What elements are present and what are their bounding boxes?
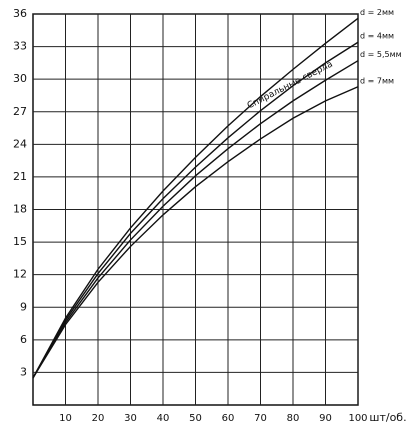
curve (32, 17, 359, 379)
y-tick-label: 9 (20, 300, 27, 313)
y-tick-label: 18 (13, 203, 27, 216)
y-tick-label: 6 (20, 333, 27, 346)
series-label: d = 2мм (360, 8, 394, 17)
x-tick-label: 70 (254, 413, 267, 424)
y-tick-label: 15 (13, 235, 27, 248)
x-tick-label: 40 (157, 413, 170, 424)
series-label: d = 7мм (360, 76, 394, 85)
y-tick-label: 33 (13, 40, 27, 53)
series-label: d = 4мм (360, 32, 394, 41)
x-tick-label: 10 (59, 413, 72, 424)
curve (32, 86, 359, 379)
y-tick-label: 30 (13, 72, 27, 85)
x-tick-label: 100 (348, 413, 367, 424)
y-tick-label: 3 (20, 365, 27, 378)
x-tick-label: 80 (287, 413, 300, 424)
y-tick-label: 12 (13, 268, 27, 281)
y-tick-label: 24 (13, 137, 27, 150)
x-tick-label: 90 (319, 413, 332, 424)
curve (32, 41, 359, 379)
x-tick-label: 30 (124, 413, 137, 424)
x-tick-label: 60 (222, 413, 235, 424)
curve (32, 60, 359, 379)
y-tick-label: 36 (13, 7, 27, 20)
series-label: d = 5,5мм (360, 50, 402, 59)
x-tick-label: 50 (189, 413, 202, 424)
x-axis-label: шт/об. (369, 411, 406, 424)
y-tick-label: 27 (13, 105, 27, 118)
y-tick-label: 21 (13, 170, 27, 183)
x-tick-label: 20 (92, 413, 105, 424)
